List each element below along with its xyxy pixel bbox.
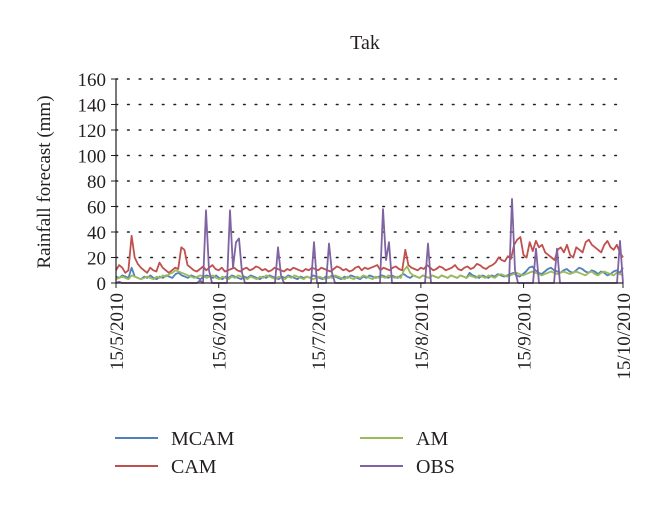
series-lines <box>115 197 624 284</box>
legend-label-cam: CAM <box>171 456 217 478</box>
y-tick-label: 100 <box>78 147 107 168</box>
y-tick-label: 20 <box>87 249 106 270</box>
y-tick-label: 60 <box>87 198 106 219</box>
y-tick-label: 140 <box>78 96 107 117</box>
y-tick-label: 120 <box>78 121 107 142</box>
x-tick-label: 15/9/2010 <box>515 293 536 370</box>
series-line-cam <box>115 234 624 274</box>
y-tick-label: 40 <box>87 223 106 244</box>
x-tick-label: 15/7/2010 <box>309 293 330 370</box>
x-tick-label: 15/5/2010 <box>107 293 128 370</box>
x-tick-label: 15/10/2010 <box>614 293 635 380</box>
y-axis-ticks: 0 20 40 60 80 100 120 140 160 <box>78 70 116 295</box>
chart-title: Tak <box>350 32 380 54</box>
x-tick-label: 15/8/2010 <box>412 293 433 370</box>
x-axis-ticks: 15/5/2010 15/6/2010 15/7/2010 15/8/2010 15/9… <box>107 283 635 380</box>
legend-label-am: AM <box>416 428 448 450</box>
legend: MCAM CAM AM OBS <box>115 428 455 478</box>
y-tick-label: 0 <box>97 274 107 295</box>
y-tick-label: 80 <box>87 172 106 193</box>
gridlines <box>115 78 624 259</box>
legend-label-mcam: MCAM <box>171 428 235 450</box>
axes <box>115 79 623 284</box>
y-tick-label: 160 <box>78 70 107 91</box>
x-tick-label: 15/6/2010 <box>210 293 231 370</box>
legend-label-obs: OBS <box>416 456 455 478</box>
y-axis-label: Rainfall forecast (mm) <box>34 95 55 268</box>
